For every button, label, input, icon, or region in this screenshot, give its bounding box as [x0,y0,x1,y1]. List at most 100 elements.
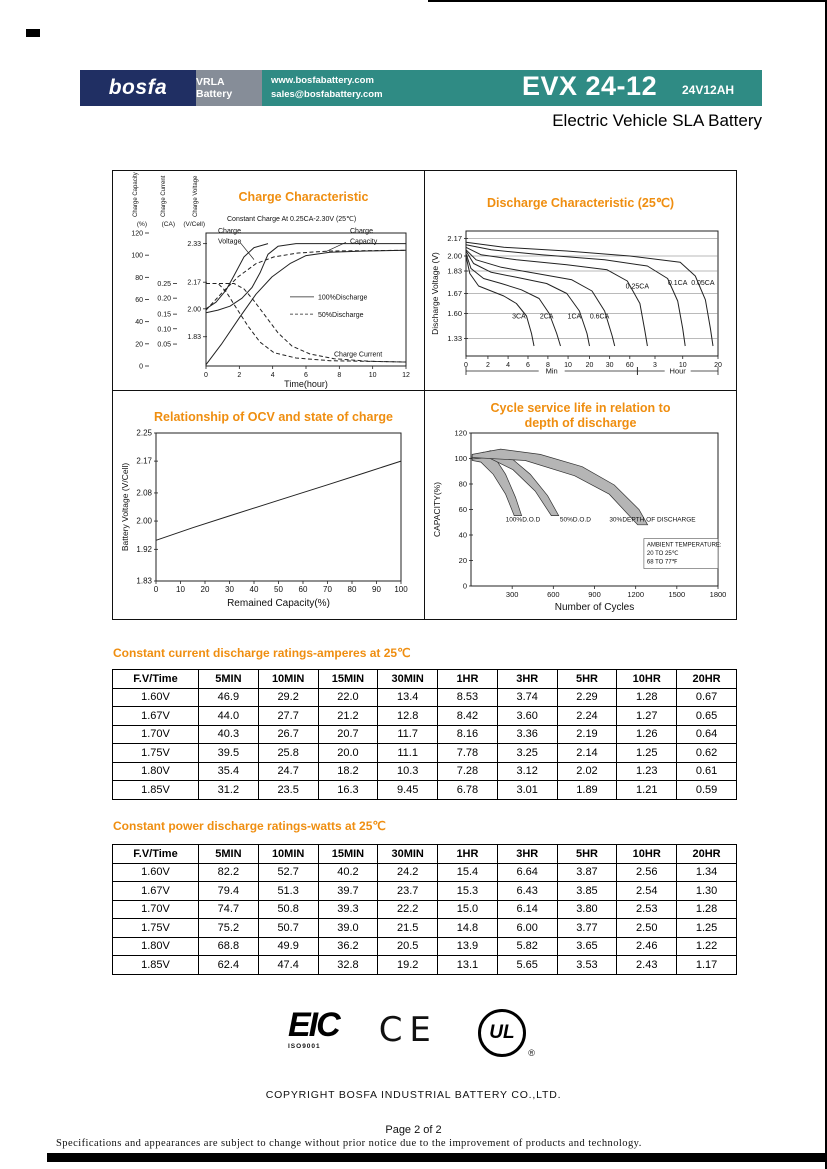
table-cell: 15.3 [437,881,498,901]
ce-mark: CE [378,1010,438,1050]
voltage-capacity-label: 24V12AH [682,83,735,97]
table-cell: 1.21 [616,780,678,800]
table-cell: 5.65 [496,955,558,975]
table-cell: 21.5 [377,918,439,938]
row-header: 1.70V [112,724,199,744]
vrla-battery-label: VRLA Battery [196,70,262,106]
x-axis-title: Time(hour) [284,379,328,389]
x-tick-label: 20 [714,362,722,369]
y-tick-label: 20 [135,341,143,348]
chart-annotation: 0.6CA [590,314,610,321]
table-cell: 52.7 [257,862,319,882]
table-cell: 20.0 [317,743,379,763]
x-tick-label: 2 [486,362,490,369]
column-header: 20HR [676,669,737,689]
y-tick-label: 2.00 [187,306,201,313]
column-header: 5MIN [198,844,259,864]
legend-line [239,242,255,260]
table-cell: 22.2 [377,899,439,919]
column-header: 10HR [616,669,678,689]
charge-voltage-50pct [205,243,269,310]
column-header: 10MIN [257,844,319,864]
y-axis-unit: (CA) [162,221,175,228]
column-header: 1HR [437,669,498,689]
disclaimer-text: Specifications and appearances are subje… [56,1138,642,1149]
table-row: 1.85V 62.4 47.4 32.8 19.2 13.1 5.65 3.53 2.43 1.1… [112,955,737,975]
x-tick-label: 6 [304,372,308,379]
y-tick-label: 40 [459,531,467,540]
chart-cycle-service-life: 120 100 80 60 40 20 0 CAPACITY(%) 300 600 900 1200 1… [425,391,736,619]
table-cell: 2.24 [556,706,618,726]
row-header: 1.80V [112,761,199,781]
table-cell: 35.4 [198,761,259,781]
table-cell: 36.2 [317,936,379,956]
table-cell: 20.5 [377,936,439,956]
power-table-title: Constant power discharge ratings-watts a… [113,819,386,833]
contact-info: www.bosfabattery.com sales@bosfabattery.… [271,74,383,103]
chart-annotation: Voltage [218,239,241,246]
table-cell: 2.29 [556,687,618,707]
email-address[interactable]: sales@bosfabattery.com [271,89,383,101]
chart-ocv-state-of-charge: 2.25 2.17 2.08 2.00 1.92 1.83 Battery Voltage … [113,391,425,619]
table-cell: 21.2 [317,706,379,726]
y-axis-title: CAPACITY(%) [432,482,442,537]
y-tick-label: 0.10 [157,326,171,333]
constant-current-table: F.V/Time 5MIN 10MIN 15MIN 30MIN 1HR 3HR 5HR 10HR… [112,669,737,800]
column-header: 10MIN [257,669,319,689]
chart-title-cycle-line1: Cycle service life in relation to [490,401,671,415]
y-tick-label: 0.15 [157,312,171,319]
x-tick-label: 10 [564,362,572,369]
x-tick-label: 20 [201,585,210,594]
table-cell: 39.0 [317,918,379,938]
table-cell: 23.7 [377,881,439,901]
table-cell: 51.3 [257,881,319,901]
table-cell: 0.59 [676,780,737,800]
x-tick-label: 100 [394,585,408,594]
charge-capacity-50pct [205,249,407,311]
scan-corner-mark [26,29,40,37]
table-cell: 68.8 [198,936,259,956]
x-tick-label: 600 [547,590,560,599]
row-header: 1.60V [112,862,199,882]
x-tick-label: 10 [176,585,185,594]
table-cell: 13.1 [437,955,498,975]
x-tick-label: 2 [237,372,241,379]
y-tick-label: 1.83 [447,267,462,276]
table-cell: 15.0 [437,899,498,919]
discharge-1CA [465,250,590,347]
table-row: 1.67V 79.4 51.3 39.7 23.7 15.3 6.43 3.85 2.54 1.3… [112,881,737,901]
table-cell: 0.67 [676,687,737,707]
y-axis-title: Battery Voltage (V/Cell) [120,463,130,552]
x-tick-label: 3 [653,362,657,369]
y-tick-label: 2.08 [136,488,152,497]
chart-title-cycle-line2: depth of discharge [524,416,637,430]
constant-power-table: F.V/Time 5MIN 10MIN 15MIN 30MIN 1HR 3HR 5HR 10HR… [112,844,737,975]
table-cell: 3.25 [496,743,558,763]
ambient-temperature-note-box [643,538,719,569]
ul-logo: UL ® [477,1009,535,1058]
row-header: 1.75V [112,918,199,938]
table-cell: 3.60 [496,706,558,726]
column-header: F.V/Time [112,844,199,864]
row-header: 1.60V [112,687,199,707]
x-tick-label: 1200 [627,590,644,599]
table-cell: 3.87 [556,862,618,882]
y-tick-label: 1.33 [447,334,462,343]
x-tick-label: 10 [679,362,687,369]
y-tick-label: 1.60 [447,309,462,318]
legend-line [325,241,347,252]
table-cell: 39.5 [198,743,259,763]
table-cell: 1.25 [616,743,678,763]
table-cell: 3.80 [556,899,618,919]
table-cell: 1.28 [616,687,678,707]
chart-annotation: Charge [218,228,241,235]
table-cell: 5.82 [496,936,558,956]
column-header: 15MIN [317,844,379,864]
y-tick-label: 20 [459,556,467,565]
column-header: 30MIN [377,844,439,864]
table-cell: 40.2 [317,862,379,882]
y-tick-label: 80 [459,479,467,488]
x-tick-label: 1500 [668,590,685,599]
table-cell: 6.43 [496,881,558,901]
website-url[interactable]: www.bosfabattery.com [271,75,374,86]
